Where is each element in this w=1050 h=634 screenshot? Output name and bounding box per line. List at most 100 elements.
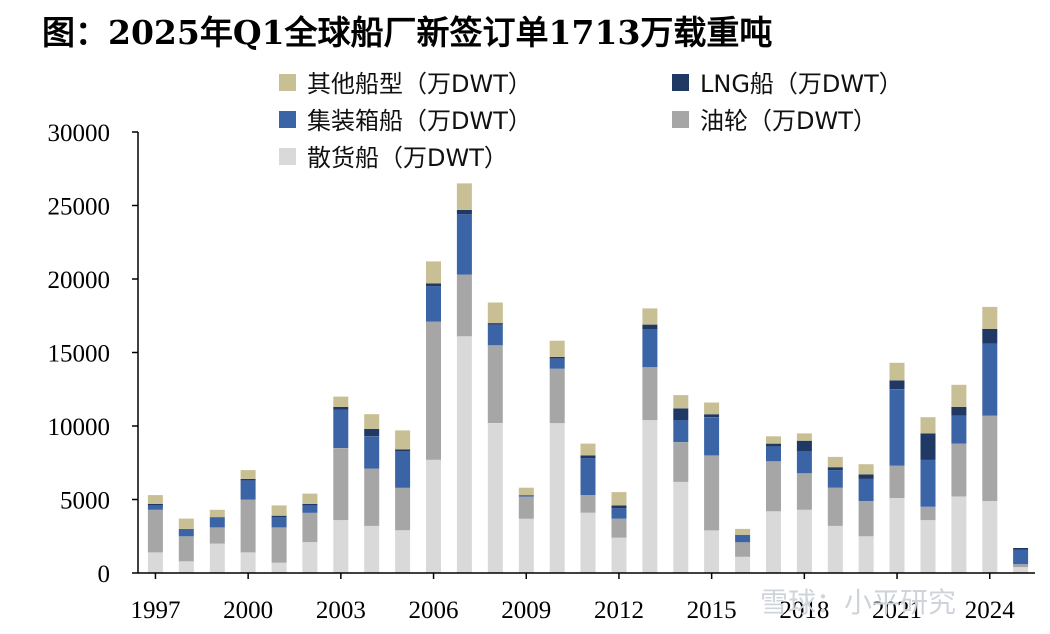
bar-container-2024 (982, 343, 998, 416)
bar-container-2021 (889, 389, 905, 466)
bar-bulk-2022 (920, 520, 936, 573)
bar-tanker-2022 (920, 506, 936, 521)
bar-container-2022 (920, 459, 936, 507)
x-tick-label-2018: 2018 (779, 597, 829, 624)
bar-tanker-2000 (240, 499, 256, 553)
bar-tanker-2014 (673, 442, 689, 482)
bar-container-2005 (395, 451, 411, 488)
bar-container-1997 (147, 505, 163, 510)
bar-tanker-2009 (518, 496, 534, 519)
y-tick-label-5000: 5000 (60, 488, 110, 515)
bar-lng-2010 (549, 356, 565, 359)
bar-lng-2015 (704, 414, 720, 418)
bar-lng-2025 (1013, 548, 1029, 550)
bar-bulk-2015 (704, 530, 720, 573)
bar-container-2025 (1013, 549, 1029, 565)
bar-bulk-2005 (395, 530, 411, 573)
bar-tanker-2002 (302, 512, 318, 543)
bar-container-2017 (766, 446, 781, 462)
y-tick-label-25000: 25000 (48, 194, 111, 221)
bar-bulk-1999 (209, 543, 225, 573)
bar-tanker-2006 (426, 321, 441, 460)
legend-swatch-tanker (672, 111, 689, 128)
legend-swatch-other (279, 74, 296, 91)
bar-bulk-1998 (178, 561, 194, 573)
bar-container-2015 (704, 417, 720, 456)
bar-lng-2002 (302, 503, 318, 506)
bar-tanker-2021 (889, 465, 905, 498)
bar-bulk-2002 (302, 542, 318, 573)
bar-other-2004 (364, 414, 380, 429)
bar-bulk-2008 (487, 423, 503, 573)
legend-label-lng: LNG船（万DWT） (700, 70, 903, 98)
bar-other-2003 (333, 396, 349, 407)
bar-tanker-2008 (487, 345, 503, 423)
bar-other-2024 (982, 306, 998, 329)
bar-lng-2022 (920, 433, 936, 460)
bar-tanker-2019 (827, 487, 843, 526)
bar-lng-2017 (766, 443, 781, 447)
bar-tanker-2003 (333, 448, 349, 521)
bar-other-2016 (735, 528, 751, 535)
bar-container-2010 (549, 358, 565, 369)
bar-bulk-2017 (766, 511, 781, 573)
bar-other-2009 (518, 487, 534, 496)
legend-label-tanker: 油轮（万DWT） (700, 107, 877, 135)
bar-tanker-2018 (796, 473, 812, 510)
bar-other-2018 (796, 433, 812, 441)
bar-container-1998 (178, 528, 194, 537)
y-tick-label-20000: 20000 (48, 267, 111, 294)
bar-lng-2024 (982, 329, 998, 344)
bar-other-2010 (549, 340, 565, 357)
bar-bulk-2010 (549, 423, 565, 573)
bar-other-2014 (673, 395, 689, 409)
bar-tanker-2010 (549, 368, 565, 424)
bar-lng-2008 (487, 323, 503, 325)
x-tick-label-2024: 2024 (965, 597, 1016, 624)
bar-lng-2021 (889, 380, 905, 390)
bar-lng-2011 (580, 455, 596, 459)
bar-lng-1997 (147, 503, 163, 506)
bar-lng-2005 (395, 449, 411, 451)
bar-lng-2001 (271, 515, 287, 518)
bar-bulk-2014 (673, 481, 689, 573)
bar-container-2012 (611, 508, 627, 519)
bar-container-2003 (333, 409, 349, 448)
bar-bulk-2003 (333, 520, 349, 573)
bar-tanker-2004 (364, 468, 380, 526)
bar-other-2013 (642, 308, 658, 325)
bar-lng-2007 (456, 209, 472, 215)
bar-bulk-2025 (1013, 567, 1029, 573)
bar-container-2006 (426, 286, 441, 322)
bar-other-1999 (209, 509, 225, 518)
legend-label-other: 其他船型（万DWT） (307, 70, 532, 98)
x-tick-label-2012: 2012 (594, 597, 644, 624)
bar-container-2019 (827, 470, 843, 488)
bar-bulk-2016 (735, 556, 751, 573)
y-tick-label-15000: 15000 (48, 341, 111, 368)
y-tick-label-30000: 30000 (48, 120, 111, 147)
x-tick-label-2000: 2000 (223, 597, 273, 624)
bar-tanker-1999 (209, 527, 225, 544)
bar-other-1997 (147, 495, 163, 504)
bar-container-2020 (858, 478, 874, 501)
bar-bulk-2021 (889, 498, 905, 573)
x-tick-label-2003: 2003 (316, 597, 366, 624)
bar-other-2006 (426, 261, 441, 284)
bar-other-2001 (271, 505, 287, 516)
bar-container-2014 (673, 420, 689, 443)
bars (147, 183, 1029, 574)
bar-container-2004 (364, 436, 380, 469)
bar-bulk-2019 (827, 526, 843, 573)
bar-tanker-2017 (766, 461, 781, 512)
bar-container-2002 (302, 505, 318, 513)
bar-bulk-2000 (240, 552, 256, 573)
legend-label-container: 集装箱船（万DWT） (307, 107, 532, 135)
bar-tanker-2011 (580, 495, 596, 513)
bar-other-2017 (766, 436, 781, 444)
bar-other-2008 (487, 302, 503, 324)
bar-bulk-2007 (456, 336, 472, 573)
bar-other-2022 (920, 417, 936, 434)
bar-tanker-1997 (147, 509, 163, 553)
